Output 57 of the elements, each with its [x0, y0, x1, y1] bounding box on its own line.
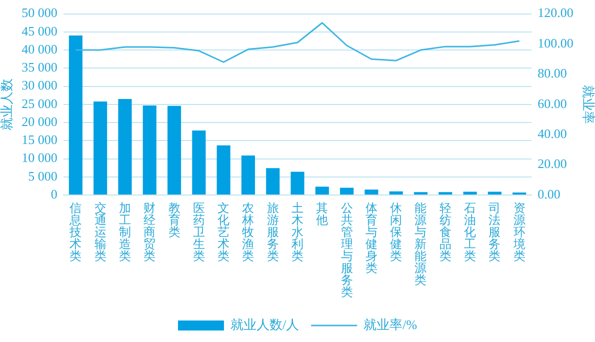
bar [340, 188, 354, 194]
x-tick-label: 体育与健身类 [365, 201, 378, 276]
x-tick-label: 能源与新能源类 [414, 201, 427, 288]
bar [463, 192, 477, 194]
x-tick-label: 公共管理与服务类 [340, 201, 353, 300]
y-tick-label: 5 000 [28, 168, 58, 184]
x-tick-label: 旅游服务类 [266, 201, 279, 264]
y2-tick-label: 80.00 [538, 66, 567, 81]
x-tick-label: 土木水利类 [292, 201, 304, 264]
y-tick-label: 35 000 [22, 60, 58, 75]
bar [94, 102, 108, 194]
bar [216, 145, 230, 194]
y-tick-label: 10 000 [22, 150, 58, 166]
y2-tick-label: 60.00 [538, 96, 567, 111]
x-tick-label: 财经商贸类 [144, 201, 156, 264]
y2-tick-label: 120.00 [538, 5, 574, 20]
y-tick-label: 30 000 [22, 78, 58, 93]
y-tick-label: 0 [50, 186, 58, 202]
bar [488, 192, 502, 194]
x-tick-label: 石油化工类 [464, 201, 476, 264]
x-tick-label: 其他 [316, 201, 328, 228]
bar [290, 172, 304, 194]
x-tick-label: 农林牧渔类 [241, 201, 254, 264]
bar [364, 190, 378, 194]
x-tick-label: 司法服务类 [488, 201, 501, 264]
bar [241, 156, 255, 194]
y-tick-label: 50 000 [22, 5, 58, 20]
x-tick-label: 休闲保健类 [390, 201, 402, 264]
y-tick-label: 40 000 [22, 41, 58, 56]
y2-tick-label: 0.00 [538, 186, 560, 202]
x-tick-label: 加工制造类 [118, 201, 131, 264]
y2-tick-label: 40.00 [538, 126, 567, 142]
x-tick-label: 资源环境类 [512, 201, 526, 264]
bar [118, 98, 132, 194]
bar [167, 106, 182, 194]
y2-tick-label: 100.00 [538, 35, 574, 50]
bar [315, 186, 329, 194]
bar [266, 168, 280, 194]
x-tick-label: 信息技术类 [68, 201, 82, 264]
y-tick-label: 20 000 [22, 114, 58, 129]
y-axis-title: 就业人数 [0, 78, 14, 130]
y2-axis-title: 就业率 [580, 84, 595, 124]
y-tick-label: 15 000 [22, 132, 58, 148]
y-tick-label: 25 000 [22, 96, 58, 111]
x-tick-label: 交通运输类 [94, 201, 106, 264]
bar [68, 36, 82, 194]
x-tick-label: 医药卫生类 [192, 201, 205, 264]
y-tick-label: 45 000 [22, 23, 58, 38]
bar [192, 130, 206, 194]
bar [389, 191, 403, 194]
y2-tick-label: 20.00 [538, 156, 567, 172]
legend-label: 就业人数/人 [230, 316, 300, 332]
x-tick-label: 教育类 [168, 201, 180, 240]
x-tick-label: 文化艺术类 [218, 201, 230, 264]
legend-label: 就业率/% [364, 316, 418, 332]
x-tick-label: 轻纺食品类 [439, 201, 452, 264]
bar [142, 105, 156, 194]
